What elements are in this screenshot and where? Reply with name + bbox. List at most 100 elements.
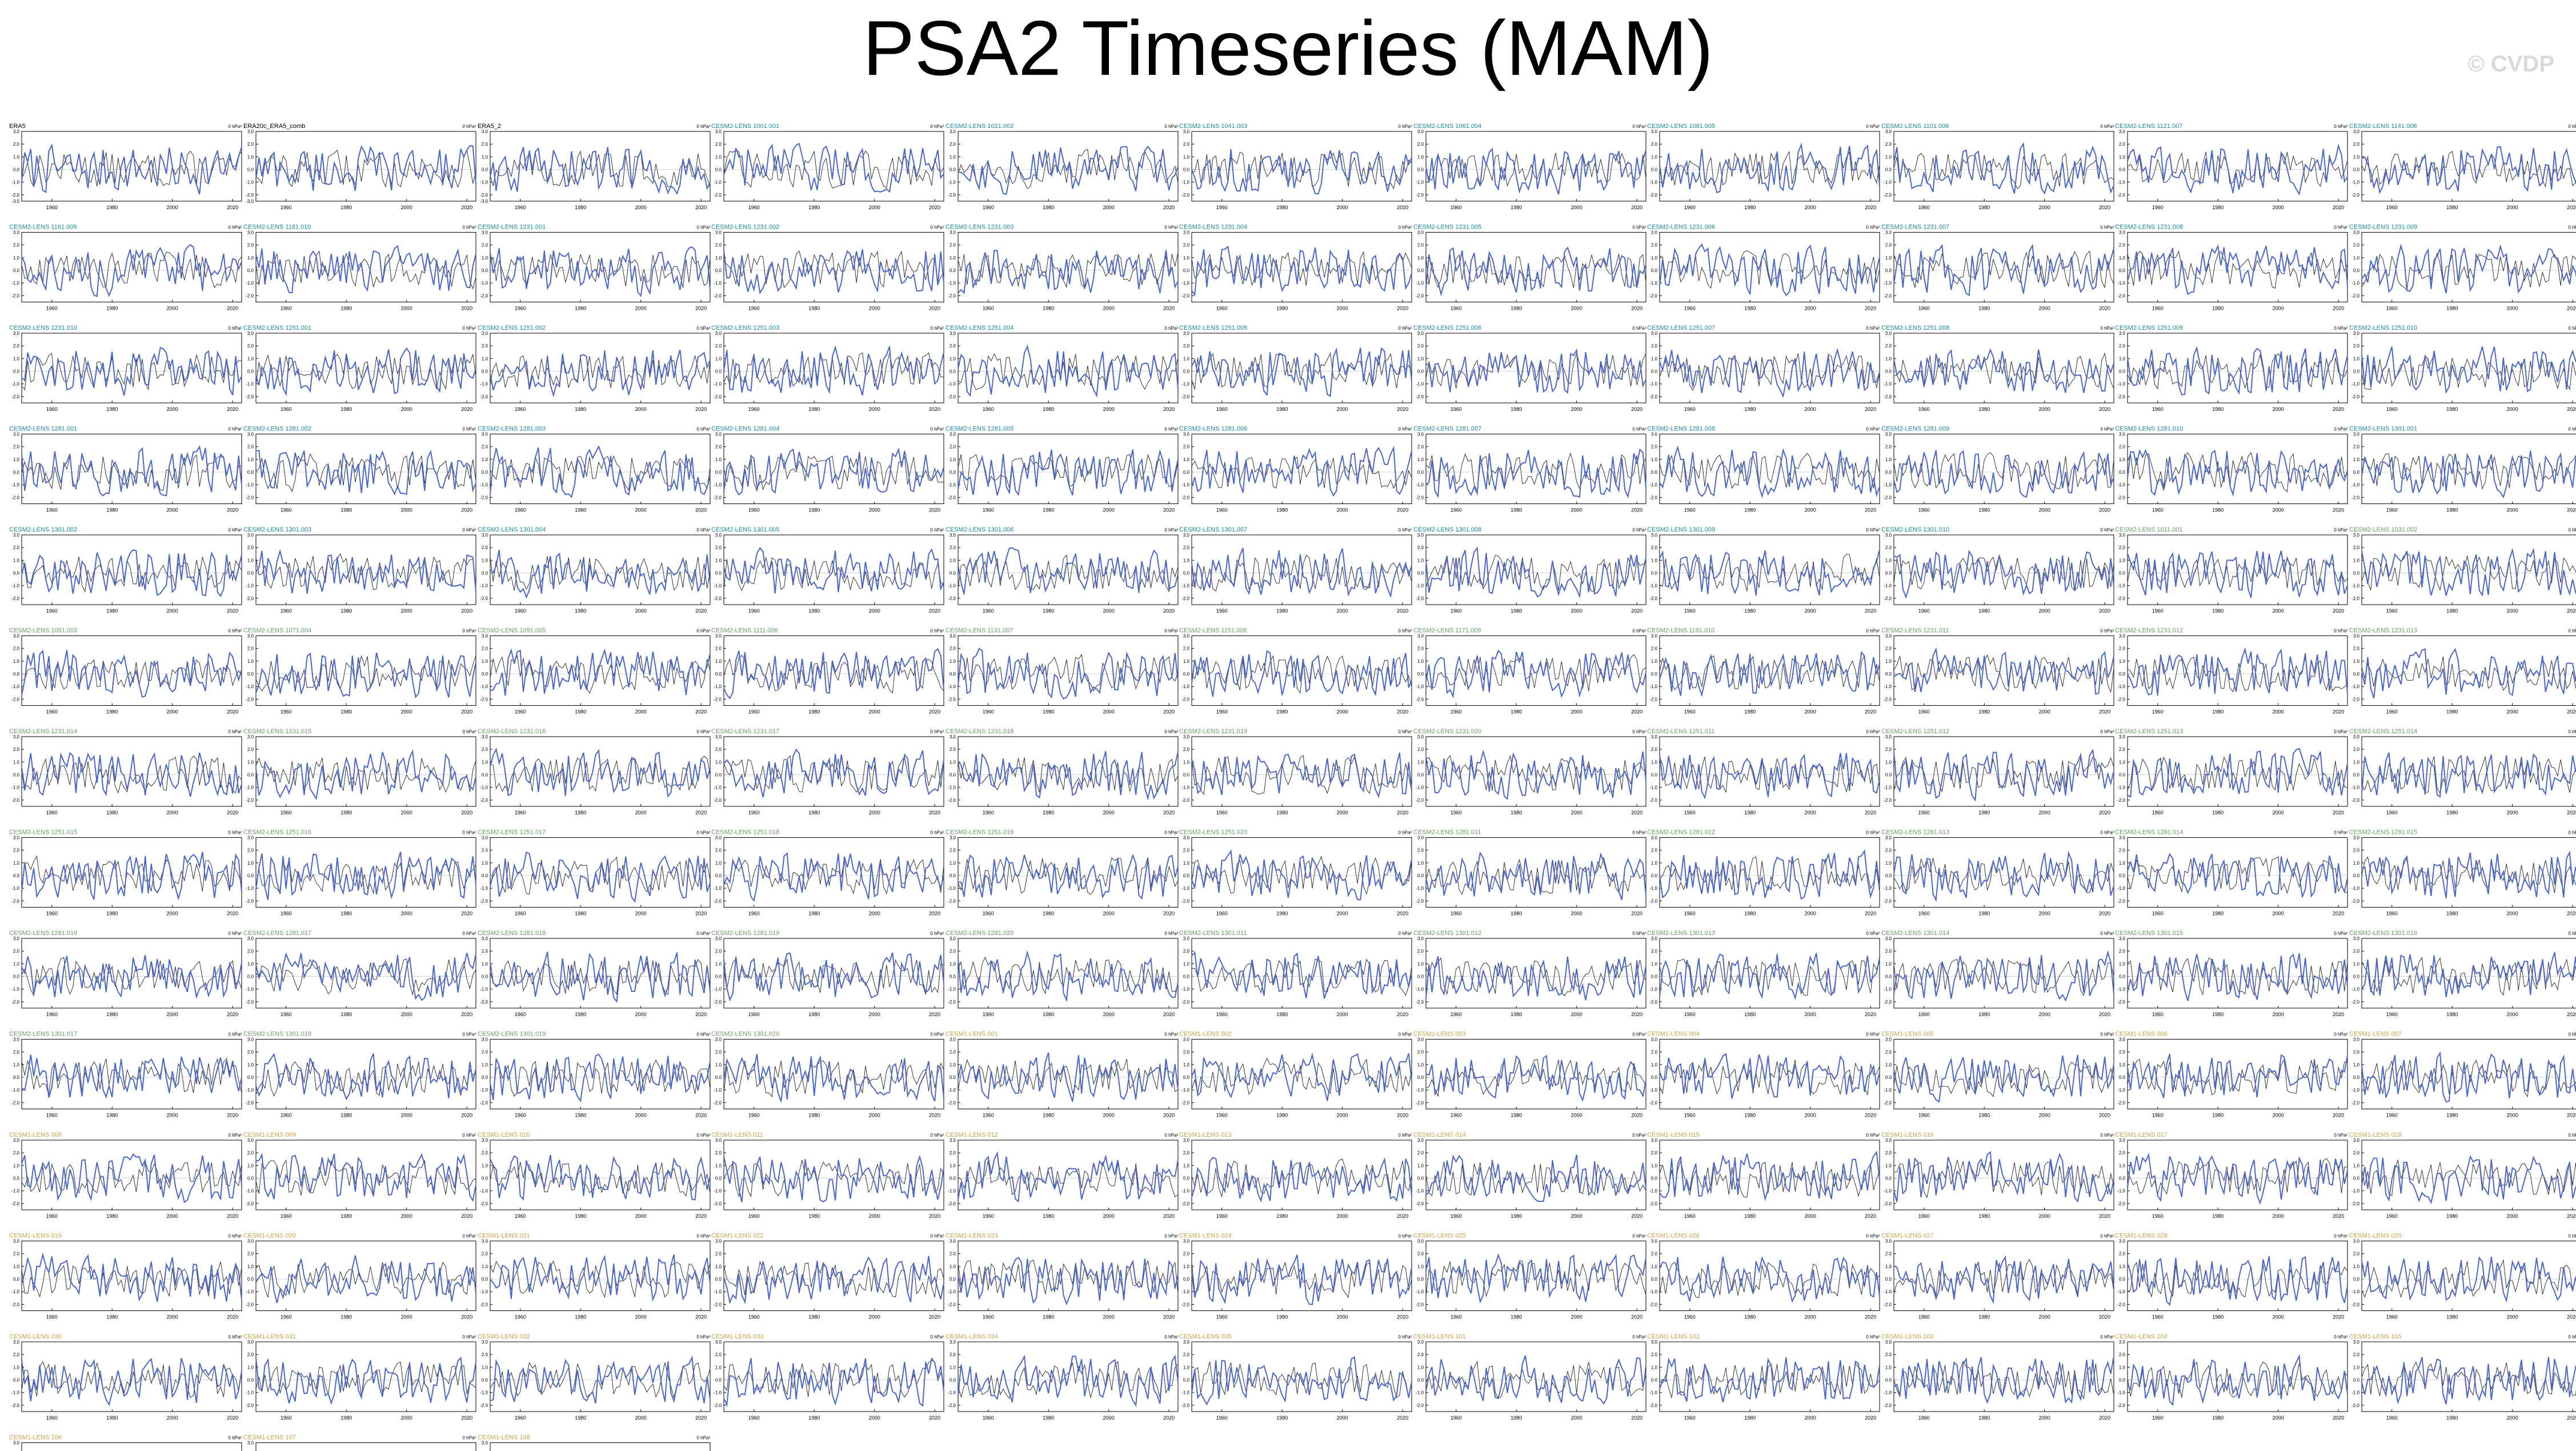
series-line-blue <box>723 447 944 496</box>
panel-frame <box>958 131 1179 202</box>
y-tick-label: 2.0 <box>247 545 254 550</box>
y-tick-label: -2.0 <box>11 394 19 399</box>
y-tick-label: 0.0 <box>950 773 956 778</box>
y-tick-label: 1.0 <box>715 154 722 159</box>
y-tick-label: -2.0 <box>480 1201 488 1206</box>
y-tick-label: 2.0 <box>13 1150 20 1156</box>
y-tick-label: 2.0 <box>715 1050 722 1055</box>
x-tick-label: 1980 <box>2212 306 2224 311</box>
y-tick-label: 1.0 <box>1885 1365 1892 1370</box>
series-line-gray <box>1425 254 1646 288</box>
panel-label: CESM2-LENS 1251.006 <box>1413 325 1481 331</box>
y-tick-label: 3.0 <box>1417 836 1424 841</box>
panel-label: CESM2-LENS 1301.007 <box>1179 526 1247 533</box>
x-tick-label: 2020 <box>461 306 472 311</box>
y-tick-label: 2.0 <box>1651 1352 1658 1357</box>
y-tick-label: 2.0 <box>950 1150 956 1156</box>
x-tick-label: 2020 <box>2567 1415 2576 1421</box>
x-tick-label: 1980 <box>340 1012 352 1017</box>
x-tick-label: 2020 <box>461 507 472 513</box>
series-line-blue <box>490 549 711 599</box>
series-line-blue <box>2127 346 2348 396</box>
y-tick-label: 3.0 <box>1651 533 1658 538</box>
series-line-blue <box>723 1053 944 1102</box>
x-tick-label: 2000 <box>1571 709 1583 715</box>
x-tick-label: 2000 <box>167 406 178 412</box>
y-tick-label: -1.0 <box>1649 482 1657 487</box>
y-tick-label: 0.0 <box>2119 1075 2126 1080</box>
x-tick-label: 1980 <box>1043 1314 1054 1320</box>
y-tick-label: -1.0 <box>1181 1189 1189 1194</box>
x-tick-label: 2000 <box>2039 306 2050 311</box>
panel-units: 0 hPa² <box>2334 1133 2347 1138</box>
panel-frame <box>21 1341 242 1412</box>
y-tick-label: 2.0 <box>2119 343 2126 349</box>
panel-label: CESM2-LENS 1161.009 <box>9 224 77 231</box>
y-tick-label: 1.0 <box>13 1264 20 1269</box>
series-line-gray <box>2127 756 2348 792</box>
y-tick-label: 0.0 <box>482 1176 488 1181</box>
panel-frame <box>21 1442 242 1451</box>
y-tick-label: 0.0 <box>247 873 254 878</box>
panel-label: CESM2-LENS 1171.009 <box>1413 627 1481 634</box>
panel: CESM2-LENS 1231.019 0 hPa²3.02.01.00.0-1.… <box>1179 728 1412 816</box>
x-tick-label: 2000 <box>1571 406 1583 412</box>
panel-label: CESM2-LENS 1281.001 <box>9 426 77 433</box>
x-tick-label: 1980 <box>106 205 118 210</box>
panel: CESM2-LENS 1251.005 0 hPa²3.02.01.00.0-1.… <box>1179 325 1412 412</box>
y-tick-label: -2.0 <box>246 394 254 399</box>
y-tick-label: 2.0 <box>1417 1050 1424 1055</box>
panel-units: 0 hPa² <box>1164 124 1178 129</box>
series-line-gray <box>21 353 242 391</box>
panel-units: 0 hPa² <box>1632 124 1646 129</box>
y-tick-label: -2.0 <box>1416 1403 1424 1408</box>
x-tick-label: 1960 <box>2152 911 2164 917</box>
y-tick-label: -1.0 <box>1884 886 1892 891</box>
y-tick-label: 1.0 <box>1417 356 1424 361</box>
panel-label: CESM1-LENS 027 <box>1881 1233 1934 1240</box>
panel-label: CESM1-LENS 033 <box>711 1333 764 1340</box>
x-tick-label: 1980 <box>1744 709 1756 715</box>
y-tick-label: 1.0 <box>1885 558 1892 563</box>
panel: CESM2-LENS 1231.018 0 hPa²3.02.01.00.0-1.… <box>946 728 1179 816</box>
y-tick-label: -1.0 <box>2351 1189 2359 1194</box>
y-tick-label: -3.0 <box>246 199 254 204</box>
y-tick-label: 3.0 <box>1417 1037 1424 1042</box>
panel: CESM2-LENS 1021.002 0 hPa²3.02.01.00.0-1.… <box>946 123 1179 210</box>
panel-label: CESM2-LENS 1231.019 <box>1179 728 1247 735</box>
y-tick-label: 0.0 <box>247 974 254 980</box>
panel: CESM2-LENS 1251.015 0 hPa²3.02.01.00.0-1.… <box>9 829 242 917</box>
panel-units: 0 hPa² <box>1632 1234 1646 1239</box>
y-tick-label: 3.0 <box>2353 432 2360 437</box>
panel-units: 0 hPa² <box>2568 830 2576 836</box>
y-tick-label: 1.0 <box>950 558 956 563</box>
panel-frame <box>490 635 711 706</box>
x-tick-label: 1960 <box>515 709 526 715</box>
y-tick-label: 3.0 <box>1183 734 1190 740</box>
panel-label: CESM2-LENS 1151.008 <box>1179 627 1247 634</box>
y-tick-label: 3.0 <box>247 1441 254 1446</box>
y-tick-label: 0.0 <box>2119 773 2126 778</box>
x-tick-label: 2020 <box>695 1213 707 1219</box>
x-tick-label: 1960 <box>983 205 994 210</box>
x-tick-label: 2000 <box>1337 911 1348 917</box>
panel: CESM1-LENS 021 0 hPa²3.02.01.00.0-1.0-2.0… <box>478 1233 711 1320</box>
panel: CESM2-LENS 1301.007 0 hPa²3.02.01.00.0-1.… <box>1179 526 1412 614</box>
y-tick-label: 0.0 <box>482 1277 488 1282</box>
y-tick-label: 0.0 <box>1885 268 1892 273</box>
y-tick-label: 2.0 <box>1183 142 1190 147</box>
y-tick-label: 0.0 <box>13 773 20 778</box>
x-tick-label: 2000 <box>401 810 412 816</box>
series-line-gray <box>490 1162 711 1197</box>
x-tick-label: 1980 <box>1511 406 1522 412</box>
y-tick-label: 0.0 <box>2353 571 2360 576</box>
x-tick-label: 2020 <box>1163 709 1175 715</box>
y-tick-label: -2.0 <box>11 193 19 198</box>
panel-frame <box>255 1341 476 1412</box>
panel-label: CESM2-LENS 1301.009 <box>1647 526 1715 533</box>
y-tick-label: -2.0 <box>480 697 488 702</box>
y-tick-label: 3.0 <box>2353 331 2360 336</box>
